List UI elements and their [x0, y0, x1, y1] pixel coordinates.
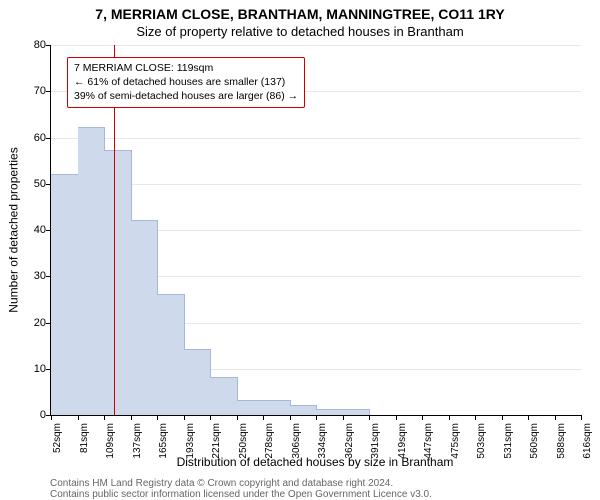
- histogram-bar: [78, 127, 106, 415]
- ytick-label: 50: [16, 178, 46, 190]
- ytick-label: 70: [16, 85, 46, 97]
- xtick-mark: [51, 415, 52, 420]
- xtick-mark: [422, 415, 423, 420]
- xtick-label: 588sqm: [556, 423, 567, 463]
- ytick-label: 60: [16, 132, 46, 144]
- gridline: [51, 138, 581, 139]
- ytick-label: 80: [16, 39, 46, 51]
- xtick-mark: [184, 415, 185, 420]
- xtick-label: 193sqm: [185, 423, 196, 463]
- histogram-bar: [263, 400, 291, 415]
- ytick-label: 20: [16, 317, 46, 329]
- xtick-mark: [449, 415, 450, 420]
- xtick-mark: [237, 415, 238, 420]
- histogram-bar: [51, 174, 79, 416]
- histogram-bar: [157, 294, 185, 415]
- ytick-label: 10: [16, 363, 46, 375]
- ytick-mark: [46, 45, 51, 46]
- xtick-label: 362sqm: [344, 423, 355, 463]
- callout-line: ← 61% of detached houses are smaller (13…: [74, 76, 285, 88]
- histogram-bar: [210, 377, 238, 415]
- xtick-mark: [528, 415, 529, 420]
- chart-title-1: 7, MERRIAM CLOSE, BRANTHAM, MANNINGTREE,…: [0, 6, 600, 22]
- callout-line: 7 MERRIAM CLOSE: 119sqm: [74, 62, 213, 74]
- xtick-mark: [131, 415, 132, 420]
- x-axis-label: Distribution of detached houses by size …: [50, 455, 580, 469]
- xtick-mark: [396, 415, 397, 420]
- ytick-label: 40: [16, 224, 46, 236]
- histogram-bar: [184, 349, 212, 415]
- xtick-label: 447sqm: [423, 423, 434, 463]
- xtick-label: 503sqm: [476, 423, 487, 463]
- histogram-bar: [131, 220, 159, 415]
- ytick-label: 0: [16, 409, 46, 421]
- xtick-mark: [369, 415, 370, 420]
- histogram-bar: [237, 400, 265, 415]
- xtick-mark: [104, 415, 105, 420]
- xtick-mark: [157, 415, 158, 420]
- xtick-label: 616sqm: [582, 423, 593, 463]
- xtick-label: 81sqm: [79, 423, 90, 463]
- xtick-label: 531sqm: [503, 423, 514, 463]
- xtick-label: 52sqm: [52, 423, 63, 463]
- histogram-bar: [104, 150, 132, 415]
- ytick-mark: [46, 91, 51, 92]
- xtick-label: 165sqm: [158, 423, 169, 463]
- plot-area: 7 MERRIAM CLOSE: 119sqm ← 61% of detached…: [50, 45, 581, 416]
- xtick-label: 137sqm: [132, 423, 143, 463]
- histogram-bar: [316, 409, 344, 415]
- gridline: [51, 45, 581, 46]
- histogram-bar: [290, 405, 318, 415]
- callout-line: 39% of semi-detached houses are larger (…: [74, 90, 298, 102]
- xtick-mark: [210, 415, 211, 420]
- ytick-label: 30: [16, 270, 46, 282]
- xtick-mark: [290, 415, 291, 420]
- xtick-mark: [78, 415, 79, 420]
- xtick-label: 560sqm: [529, 423, 540, 463]
- xtick-mark: [581, 415, 582, 420]
- chart-title-2: Size of property relative to detached ho…: [0, 24, 600, 39]
- xtick-label: 306sqm: [291, 423, 302, 463]
- xtick-label: 391sqm: [370, 423, 381, 463]
- xtick-label: 419sqm: [397, 423, 408, 463]
- footer-attribution: Contains HM Land Registry data © Crown c…: [50, 478, 580, 500]
- xtick-label: 109sqm: [105, 423, 116, 463]
- histogram-bar: [343, 409, 371, 415]
- xtick-label: 278sqm: [264, 423, 275, 463]
- xtick-mark: [263, 415, 264, 420]
- callout-box: 7 MERRIAM CLOSE: 119sqm ← 61% of detached…: [67, 57, 305, 108]
- xtick-mark: [555, 415, 556, 420]
- ytick-mark: [46, 138, 51, 139]
- xtick-mark: [502, 415, 503, 420]
- xtick-mark: [343, 415, 344, 420]
- xtick-mark: [475, 415, 476, 420]
- xtick-label: 250sqm: [238, 423, 249, 463]
- xtick-mark: [316, 415, 317, 420]
- xtick-label: 221sqm: [211, 423, 222, 463]
- xtick-label: 334sqm: [317, 423, 328, 463]
- xtick-label: 475sqm: [450, 423, 461, 463]
